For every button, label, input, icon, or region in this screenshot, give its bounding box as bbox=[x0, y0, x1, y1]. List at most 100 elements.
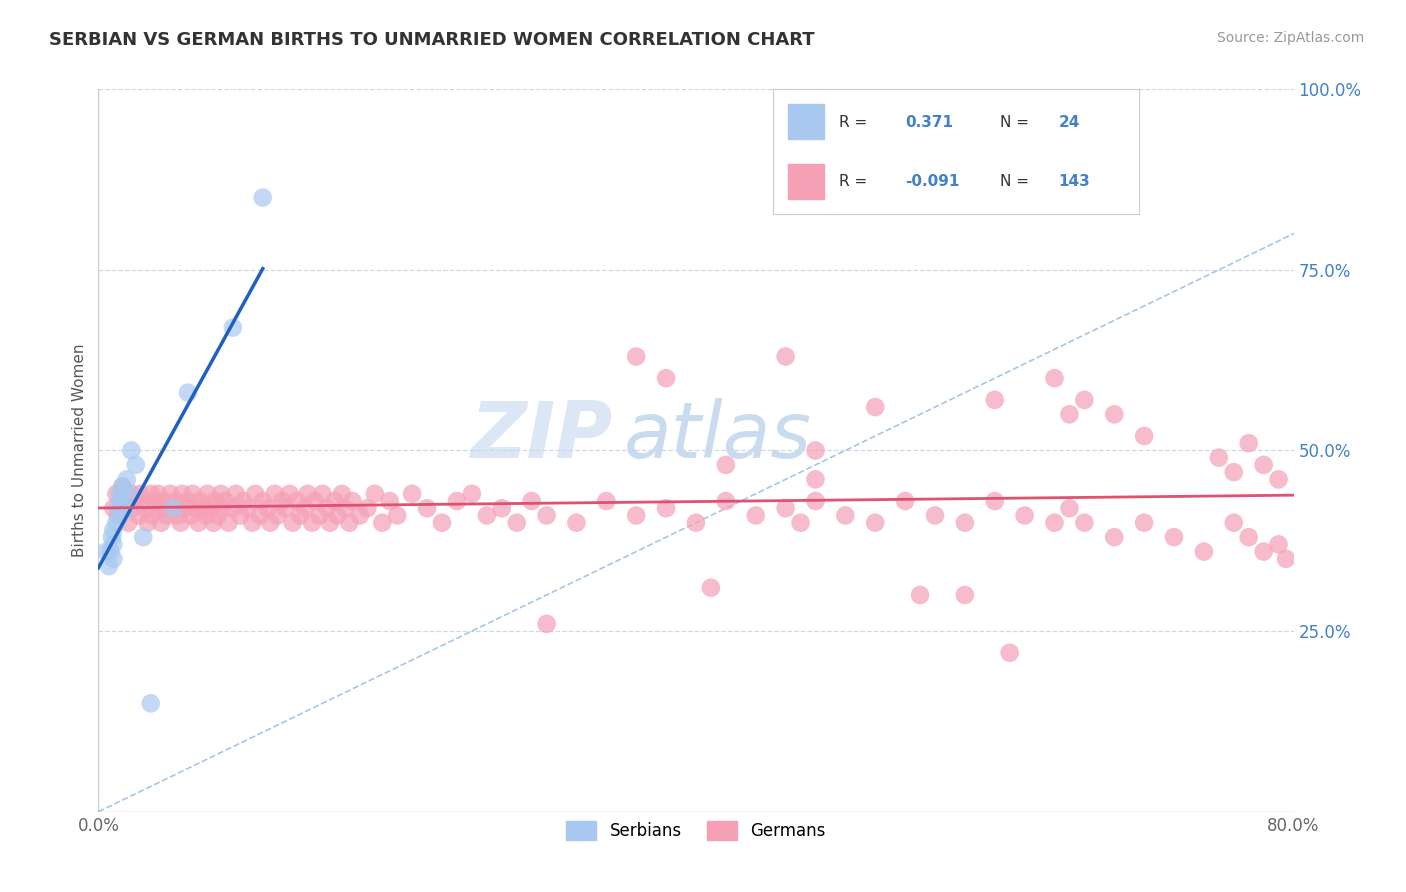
Point bbox=[232, 494, 254, 508]
Text: R =: R = bbox=[839, 174, 868, 189]
Point bbox=[128, 508, 150, 523]
Point bbox=[187, 516, 209, 530]
Point bbox=[274, 501, 297, 516]
Point bbox=[565, 516, 588, 530]
Point bbox=[114, 501, 136, 516]
Point bbox=[135, 501, 157, 516]
Point bbox=[461, 487, 484, 501]
Point bbox=[103, 501, 125, 516]
Point bbox=[655, 501, 678, 516]
Point bbox=[184, 501, 207, 516]
Point bbox=[804, 472, 827, 486]
Point bbox=[197, 487, 219, 501]
Point bbox=[326, 508, 349, 523]
Text: N =: N = bbox=[1000, 115, 1029, 130]
Point bbox=[209, 487, 232, 501]
Point bbox=[259, 516, 281, 530]
Point bbox=[139, 696, 162, 710]
Point bbox=[311, 487, 333, 501]
Point bbox=[150, 516, 173, 530]
Point bbox=[1253, 458, 1275, 472]
Point bbox=[1133, 429, 1156, 443]
Point bbox=[1237, 530, 1260, 544]
Point bbox=[865, 400, 887, 414]
Point bbox=[195, 508, 218, 523]
Point bbox=[285, 494, 308, 508]
Point bbox=[222, 320, 245, 334]
Point bbox=[520, 494, 543, 508]
Point bbox=[177, 385, 200, 400]
Point bbox=[894, 494, 917, 508]
Point bbox=[148, 487, 170, 501]
Point bbox=[775, 350, 797, 364]
Text: SERBIAN VS GERMAN BIRTHS TO UNMARRIED WOMEN CORRELATION CHART: SERBIAN VS GERMAN BIRTHS TO UNMARRIED WO… bbox=[49, 31, 815, 49]
Point bbox=[217, 516, 239, 530]
Point bbox=[141, 508, 163, 523]
Point bbox=[152, 494, 174, 508]
Point bbox=[1163, 530, 1185, 544]
Point bbox=[491, 501, 513, 516]
Point bbox=[156, 508, 179, 523]
Point bbox=[953, 516, 976, 530]
Point bbox=[281, 516, 304, 530]
Point bbox=[174, 501, 197, 516]
Point bbox=[356, 501, 378, 516]
Point bbox=[136, 516, 159, 530]
Legend: Serbians, Germans: Serbians, Germans bbox=[560, 814, 832, 847]
Point bbox=[105, 516, 128, 530]
Point bbox=[294, 501, 316, 516]
Point bbox=[252, 494, 274, 508]
Point bbox=[789, 516, 811, 530]
Point bbox=[267, 508, 290, 523]
Point bbox=[132, 494, 155, 508]
Point bbox=[1043, 371, 1066, 385]
Point bbox=[595, 494, 617, 508]
Point bbox=[1275, 551, 1298, 566]
Point bbox=[105, 487, 128, 501]
Point bbox=[143, 494, 166, 508]
Point bbox=[301, 516, 323, 530]
Point bbox=[249, 508, 271, 523]
Point bbox=[204, 494, 226, 508]
Point bbox=[103, 537, 125, 551]
Point bbox=[304, 494, 326, 508]
Point bbox=[107, 501, 129, 516]
Point bbox=[108, 487, 131, 501]
Point bbox=[1267, 537, 1289, 551]
Point bbox=[180, 508, 202, 523]
Point bbox=[148, 501, 170, 516]
Point bbox=[1192, 544, 1215, 558]
Point bbox=[115, 472, 138, 486]
Point bbox=[110, 508, 132, 523]
Point bbox=[202, 516, 225, 530]
Point bbox=[319, 516, 342, 530]
Point bbox=[342, 494, 364, 508]
Point bbox=[685, 516, 707, 530]
Point bbox=[101, 530, 124, 544]
Point bbox=[339, 516, 361, 530]
Point bbox=[256, 501, 278, 516]
Point bbox=[110, 494, 132, 508]
Point bbox=[211, 501, 233, 516]
Point bbox=[229, 508, 252, 523]
Point bbox=[110, 494, 132, 508]
Point bbox=[225, 487, 247, 501]
Point bbox=[1014, 508, 1036, 523]
Point bbox=[401, 487, 423, 501]
Point bbox=[162, 501, 184, 516]
Point bbox=[714, 458, 737, 472]
Point bbox=[1223, 516, 1246, 530]
Point bbox=[111, 480, 134, 494]
Point bbox=[378, 494, 401, 508]
Point bbox=[804, 443, 827, 458]
Bar bbox=[787, 164, 824, 199]
Point bbox=[222, 501, 245, 516]
Text: 143: 143 bbox=[1059, 174, 1090, 189]
Point bbox=[271, 494, 294, 508]
Point bbox=[214, 494, 236, 508]
Point bbox=[1237, 436, 1260, 450]
Point bbox=[200, 501, 222, 516]
Point bbox=[297, 487, 319, 501]
Point bbox=[775, 501, 797, 516]
Point bbox=[416, 501, 439, 516]
